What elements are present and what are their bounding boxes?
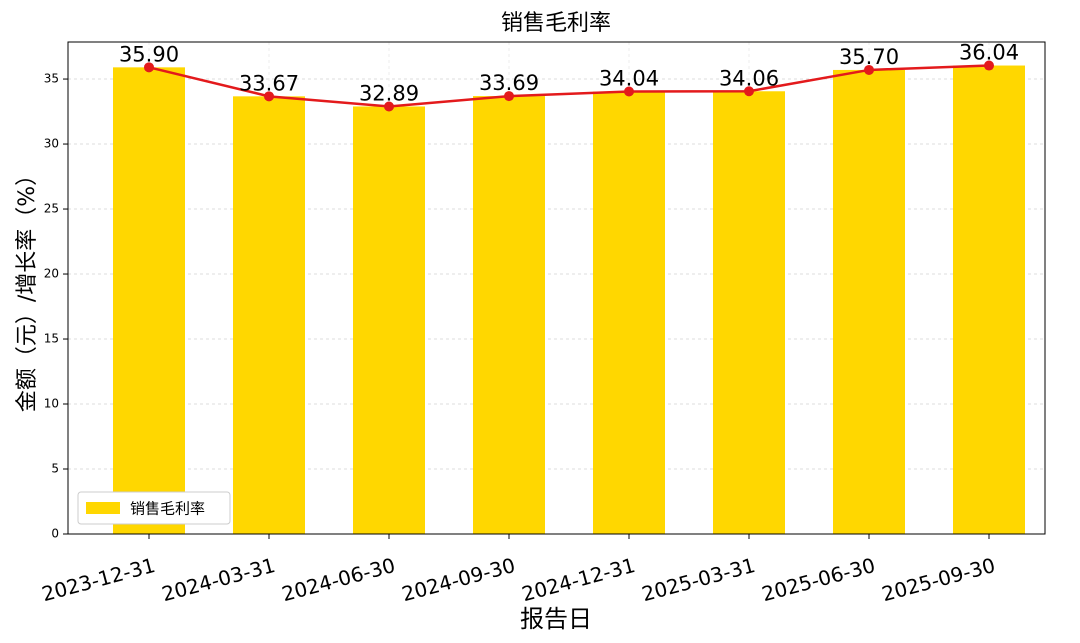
data-label: 32.89 (359, 81, 419, 105)
line-point (384, 101, 394, 112)
line-point (624, 86, 634, 97)
y-tick-label: 25 (44, 202, 59, 216)
data-label: 35.90 (119, 42, 179, 66)
line-point (144, 62, 154, 73)
legend-label: 销售毛利率 (130, 500, 205, 518)
y-axis-label: 金额（元）/增长率（%） (15, 164, 40, 412)
y-tick-label: 10 (44, 397, 59, 411)
legend: 销售毛利率 (77, 491, 231, 525)
legend-box (77, 491, 231, 525)
bar (953, 65, 1025, 534)
bar (833, 69, 905, 535)
plot-frame (67, 41, 1046, 535)
bar (113, 67, 185, 535)
bar (233, 96, 305, 535)
data-label: 33.67 (239, 71, 299, 95)
legend-swatch (86, 502, 120, 514)
line-point (864, 64, 874, 75)
line-point (504, 91, 514, 102)
bar (593, 91, 665, 534)
y-tick-label: 15 (44, 332, 59, 346)
line-point (264, 91, 274, 102)
line-point (984, 60, 994, 71)
bar (473, 96, 545, 535)
data-label: 34.06 (719, 66, 779, 90)
bar (353, 106, 425, 534)
trend-line (148, 64, 990, 108)
data-label: 36.04 (959, 41, 1019, 65)
chart-title: 销售毛利率 (501, 11, 611, 36)
y-tick-label: 5 (51, 462, 59, 476)
data-label: 35.70 (839, 45, 899, 69)
y-tick-label: 35 (44, 72, 59, 86)
y-tick-label: 0 (51, 527, 59, 541)
bar (713, 91, 785, 535)
data-label: 34.04 (599, 67, 659, 91)
data-label: 33.69 (479, 71, 539, 95)
line-point (744, 86, 754, 97)
y-tick-label: 20 (44, 267, 59, 281)
y-tick-label: 30 (44, 137, 59, 151)
x-axis-label: 报告日 (520, 605, 592, 633)
